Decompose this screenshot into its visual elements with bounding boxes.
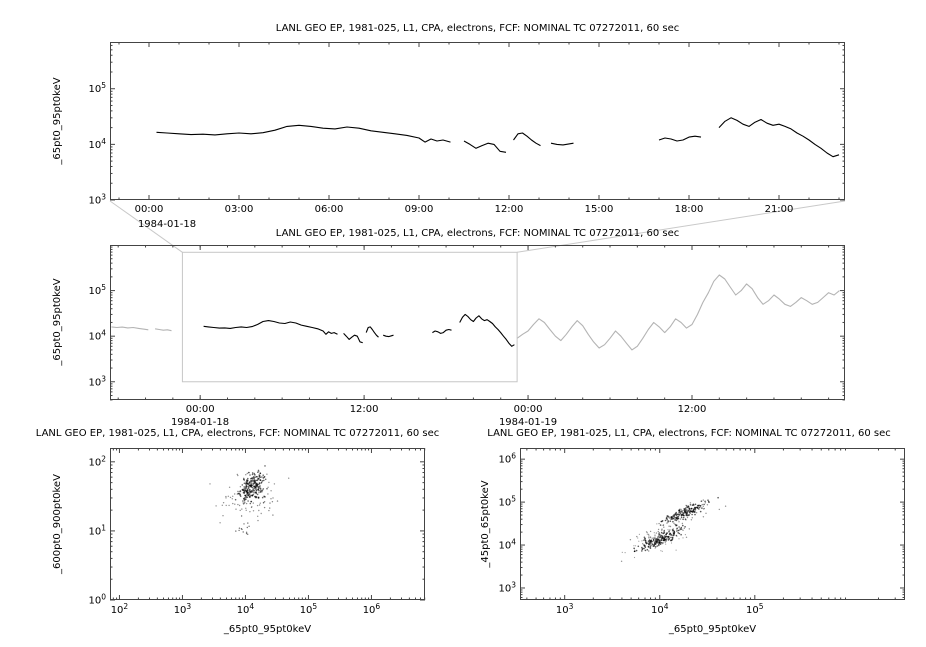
panel3-y-axis-label: _600pt0_900pt0keV bbox=[52, 474, 63, 574]
tick-label: 103 bbox=[498, 580, 516, 594]
tick-label: 104 bbox=[88, 329, 106, 343]
tick-label: 03:00 bbox=[225, 204, 254, 215]
tick-label: 104 bbox=[651, 602, 669, 616]
tick-label: 12:00 bbox=[495, 204, 524, 215]
axis-ticks bbox=[520, 448, 905, 600]
axis-tick-labels: 00:00 03:00 06:00 09:00 12:00 15:00 18:00 21:00… bbox=[88, 81, 793, 215]
panel1-date-label: 1984-01-18 bbox=[137, 219, 197, 230]
panel3-title: LANL GEO EP, 1981-025, L1, CPA, electron… bbox=[35, 428, 440, 439]
tick-label: 15:00 bbox=[585, 204, 614, 215]
tick-label: 105 bbox=[498, 495, 516, 509]
series-context-surrounding-days bbox=[111, 274, 840, 351]
tick-label: 105 bbox=[746, 602, 764, 616]
plot-frame bbox=[520, 448, 905, 600]
tick-label: 00:00 bbox=[186, 404, 215, 415]
zoom-box[interactable] bbox=[181, 251, 518, 383]
tick-label: 102 bbox=[88, 454, 106, 468]
series-selected-day-1984-01-18 bbox=[203, 313, 515, 347]
axis-tick-labels: 00:00 12:00 00:00 12:00 103 104 105 bbox=[88, 283, 706, 415]
tick-label: 06:00 bbox=[315, 204, 344, 215]
axis-tick-labels: 102 103 104 105 106 100 101 102 bbox=[88, 454, 380, 616]
tick-label: 103 bbox=[556, 602, 574, 616]
panel2-date-label-day2: 1984-01-19 bbox=[498, 417, 558, 428]
panel4-x-axis-label: _65pt0_95pt0keV bbox=[668, 624, 757, 635]
tick-label: 18:00 bbox=[675, 204, 704, 215]
panel3-plot-area[interactable]: 102 103 104 105 106 100 101 102 bbox=[88, 448, 426, 616]
axis-tick-labels: 103 104 105 103 104 105 106 bbox=[498, 452, 763, 616]
scatter-points bbox=[209, 465, 290, 535]
panel1-title: LANL GEO EP, 1981-025, L1, CPA, electron… bbox=[275, 23, 680, 34]
tick-label: 106 bbox=[363, 602, 381, 616]
tick-label: 09:00 bbox=[405, 204, 434, 215]
tick-label: 12:00 bbox=[678, 404, 707, 415]
panel2-y-axis-label: _65pt0_95pt0keV bbox=[52, 278, 63, 366]
scatter-points bbox=[620, 496, 727, 562]
panel4-title: LANL GEO EP, 1981-025, L1, CPA, electron… bbox=[487, 428, 891, 439]
axis-ticks bbox=[110, 245, 845, 401]
tick-label: 104 bbox=[498, 538, 516, 552]
plot-frame bbox=[110, 42, 845, 200]
panel2-plot-area[interactable]: 00:00 12:00 00:00 12:00 103 104 105 bbox=[88, 245, 845, 415]
tick-label: 00:00 bbox=[135, 204, 164, 215]
panel1-y-axis-label: _65pt0_95pt0keV bbox=[52, 77, 63, 165]
tick-label: 105 bbox=[88, 81, 106, 95]
series-_65pt0_95pt0keV bbox=[156, 117, 840, 158]
tick-label: 21:00 bbox=[765, 204, 794, 215]
panel3-x-axis-label: _65pt0_95pt0keV bbox=[223, 624, 312, 635]
tick-label: 103 bbox=[88, 374, 106, 388]
panel4-y-axis-label: _45pt0_65pt0keV bbox=[480, 480, 491, 568]
panel2-date-label-day1: 1984-01-18 bbox=[170, 417, 230, 428]
axis-ticks bbox=[110, 42, 845, 201]
axis-ticks bbox=[110, 448, 426, 601]
tick-label: 104 bbox=[237, 602, 255, 616]
tick-label: 103 bbox=[174, 602, 192, 616]
panel4-plot-area[interactable]: 103 104 105 103 104 105 106 bbox=[498, 448, 905, 616]
tick-label: 12:00 bbox=[350, 404, 379, 415]
plot-frame bbox=[110, 245, 845, 400]
tick-label: 106 bbox=[498, 452, 516, 466]
panel1-plot-area[interactable]: 00:00 03:00 06:00 09:00 12:00 15:00 18:00 21:00… bbox=[88, 42, 845, 215]
tick-label: 104 bbox=[88, 137, 106, 151]
panel2-title: LANL GEO EP, 1981-025, L1, CPA, electron… bbox=[275, 228, 680, 239]
tick-label: 105 bbox=[88, 283, 106, 297]
plot-frame bbox=[110, 448, 425, 600]
tick-label: 103 bbox=[88, 193, 106, 207]
tick-label: 100 bbox=[88, 593, 106, 607]
tick-label: 00:00 bbox=[514, 404, 543, 415]
tick-label: 101 bbox=[88, 523, 106, 537]
tick-label: 105 bbox=[300, 602, 318, 616]
tick-label: 102 bbox=[111, 602, 129, 616]
